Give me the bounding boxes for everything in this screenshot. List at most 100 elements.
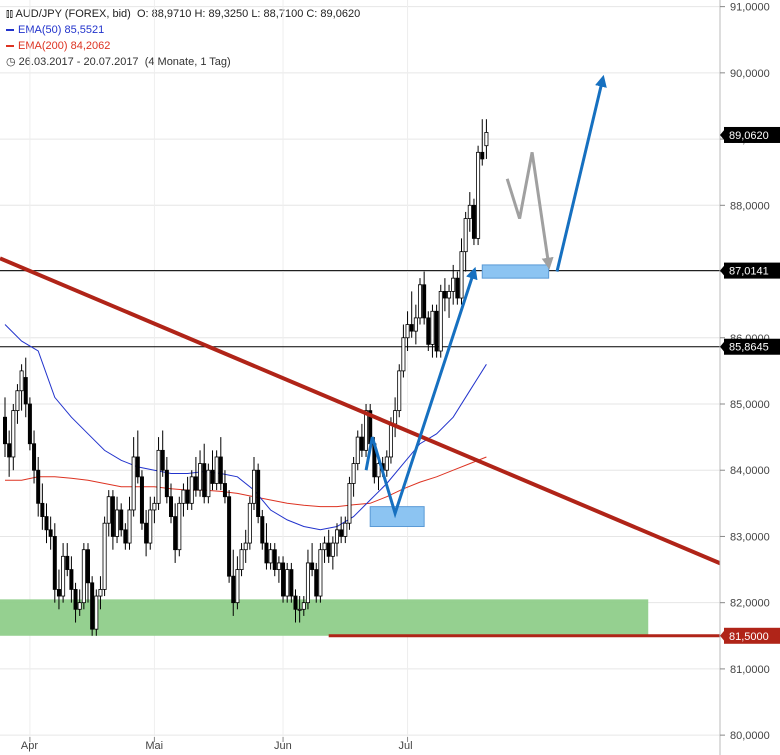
candle-body (7, 443, 12, 458)
candle-body (32, 443, 37, 471)
candle-body (11, 410, 16, 458)
candle-body (293, 595, 298, 610)
y-tick-label: 91,0000 (730, 2, 770, 14)
projection-up-arrow (364, 266, 478, 519)
candle-body (268, 549, 273, 564)
ema50-line (4, 324, 487, 531)
symbol-label: AUD/JPY (FOREX, bid) (15, 8, 131, 20)
candle-body (276, 562, 281, 570)
candle-body (326, 542, 331, 557)
candle-body (451, 277, 456, 292)
candle-body (56, 589, 61, 597)
candle-body (181, 489, 186, 504)
candle-body (193, 476, 198, 491)
candle-body (330, 542, 335, 557)
candle-body (438, 291, 443, 352)
candle-body (177, 502, 182, 551)
support-zone (0, 599, 649, 636)
candle-body (144, 522, 149, 544)
candle-body (260, 516, 265, 544)
last-price-badge: 89,0620 (729, 130, 769, 142)
candle-body (131, 456, 136, 511)
level-badge-bg (724, 338, 780, 355)
candle-body (110, 496, 115, 537)
candle-body (417, 284, 422, 319)
ema50-value: 85,5521 (64, 24, 105, 36)
projection-forecast-arrow (505, 152, 554, 270)
candle-body (251, 469, 256, 504)
y-tick-label: 81,0000 (730, 664, 770, 676)
candle-body (235, 569, 240, 604)
candle-body (272, 549, 277, 570)
candle-body (156, 449, 161, 504)
ema200-line (5, 456, 487, 508)
last-price-badge-bg (724, 126, 780, 143)
candle-body (247, 502, 252, 544)
legend-ema50[interactable]: EMA(50) 85,5521 (6, 22, 360, 38)
candle-body (376, 463, 381, 478)
candle-body (471, 204, 476, 239)
chart-type-icon[interactable]: ⫾⫾ (6, 8, 14, 20)
candle-body (442, 291, 447, 299)
ema50-label: EMA(50) (18, 24, 62, 36)
candle-body (98, 589, 103, 597)
candle-body (94, 595, 99, 630)
candle-body (86, 549, 91, 584)
candle-body (413, 317, 418, 332)
candle-body (384, 456, 389, 471)
clock-icon: ◷ (6, 56, 16, 68)
ema200-value: 84,2062 (70, 40, 111, 52)
candle-body (210, 469, 215, 484)
level-badge-pointer (720, 264, 725, 277)
y-tick-label: 85,0000 (730, 399, 770, 411)
candle-body (139, 476, 144, 524)
y-tick-label: 82,0000 (730, 598, 770, 610)
candle-body (77, 602, 82, 610)
candle-body (198, 463, 203, 491)
target-box (481, 264, 550, 279)
candle-body (106, 496, 111, 524)
y-tick-label: 83,0000 (730, 531, 770, 543)
projection-target-arrow (555, 74, 607, 272)
candle-body (160, 449, 165, 471)
level-badge: 85,8645 (729, 342, 769, 354)
candle-body (289, 569, 294, 597)
candle-body (19, 370, 24, 392)
candle-body (52, 536, 57, 590)
candle-body (48, 529, 53, 537)
candle-body (297, 608, 302, 611)
candle-body (61, 555, 66, 597)
candle-body (152, 502, 157, 511)
candle-body (301, 602, 306, 610)
candle-body (334, 529, 339, 544)
candle-body (206, 469, 211, 498)
chart-legend: ⫾⫾ AUD/JPY (FOREX, bid) O: 88,9710 H: 89… (6, 6, 360, 70)
support-badge-bg (724, 627, 780, 644)
candle-body (480, 151, 485, 160)
y-tick-label: 88,0000 (730, 200, 770, 212)
candle-body (305, 562, 310, 604)
candle-body (314, 569, 319, 597)
candle-body (447, 291, 452, 299)
y-tick-label: 84,0000 (730, 465, 770, 477)
level-badge: 87,0141 (729, 266, 769, 278)
candle-body (148, 509, 153, 544)
ohlc-readout: O: 88,9710 H: 89,3250 L: 88,7100 C: 89,0… (136, 8, 361, 20)
support-badge: 81,5000 (729, 631, 769, 643)
legend-symbol-row: ⫾⫾ AUD/JPY (FOREX, bid) O: 88,9710 H: 89… (6, 6, 360, 22)
legend-range-row: ◷ 26.03.2017 - 20.07.2017 (4 Monate, 1 T… (6, 54, 360, 70)
candle-body (359, 436, 364, 451)
candle-body (73, 589, 78, 610)
candle-body (115, 509, 120, 537)
candle-body (189, 476, 194, 504)
candle-body (355, 436, 360, 464)
candle-body (44, 516, 49, 531)
candle-body (239, 549, 244, 570)
date-range: 26.03.2017 - 20.07.2017 (18, 56, 139, 68)
candle-body (476, 151, 481, 239)
candle-body (119, 509, 124, 531)
candle-body (102, 522, 107, 590)
candle-body (202, 463, 207, 498)
candle-body (426, 317, 431, 345)
